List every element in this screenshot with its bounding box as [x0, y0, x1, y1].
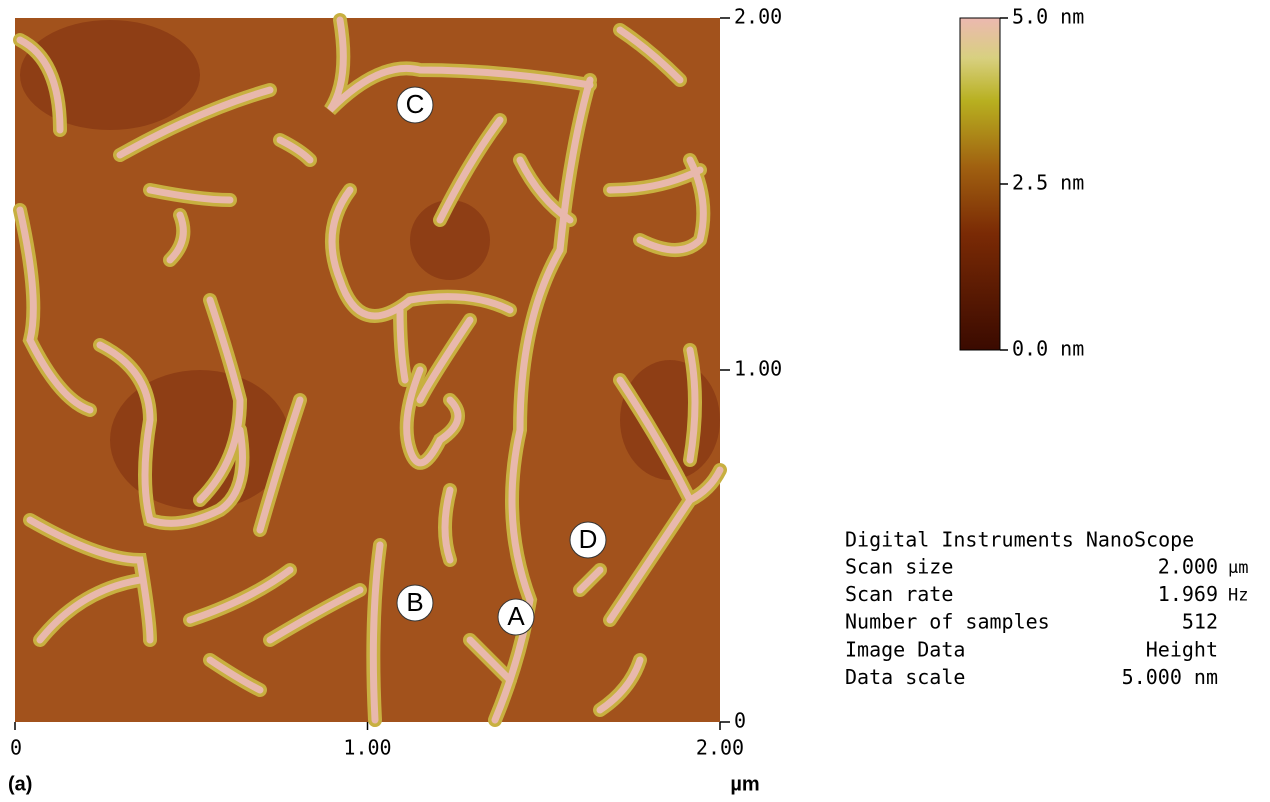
info-value: 512 [1182, 610, 1218, 634]
x-tick-label: 1.00 [343, 736, 391, 760]
y-tick-label: 0 [734, 709, 746, 733]
marker-label: B [406, 587, 423, 617]
colorbar-label: 5.0 nm [1012, 5, 1084, 29]
info-unit: Hz [1228, 586, 1248, 606]
info-key: Number of samples [845, 610, 1050, 634]
colorbar-label: 2.5 nm [1012, 171, 1084, 195]
marker-label: D [579, 524, 598, 554]
info-value: 2.000 [1158, 555, 1218, 579]
info-unit: µm [1228, 558, 1248, 578]
marker-label: C [406, 89, 425, 119]
info-value: 1.969 [1158, 582, 1218, 606]
info-key: Data scale [845, 665, 965, 689]
info-key: Image Data [845, 637, 965, 661]
y-tick-label: 2.00 [734, 5, 782, 29]
info-title: Digital Instruments NanoScope [845, 528, 1194, 552]
x-tick-label: 0 [10, 736, 22, 760]
info-value: Height [1146, 637, 1218, 661]
x-tick-label: 2.00 [696, 736, 744, 760]
colorbar-label: 0.0 nm [1012, 337, 1084, 361]
y-tick-label: 1.00 [734, 357, 782, 381]
info-key: Scan rate [845, 582, 953, 606]
colorbar [960, 18, 1000, 350]
marker-label: A [507, 601, 525, 631]
panel-label: (a) [8, 773, 32, 795]
figure: 01.002.0001.002.00µm(a)ABCD5.0 nm2.5 nm0… [0, 0, 1270, 802]
info-key: Scan size [845, 555, 953, 579]
unit-label: µm [730, 773, 759, 795]
info-value: 5.000 nm [1122, 665, 1218, 689]
